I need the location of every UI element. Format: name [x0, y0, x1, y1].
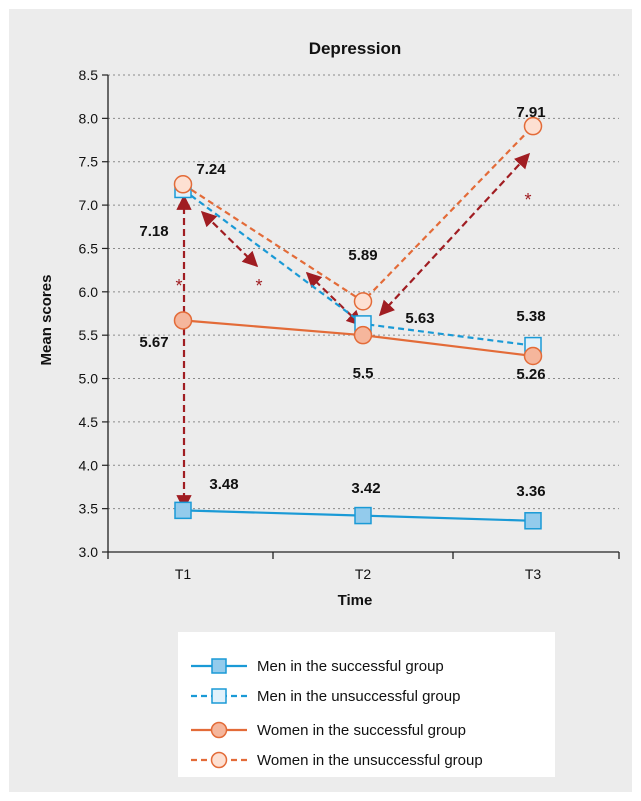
x-axis-label: Time [338, 592, 373, 609]
y-tick-label: 3.0 [79, 544, 99, 560]
legend-box [178, 632, 555, 777]
legend-marker-circle-icon [210, 721, 228, 739]
data-label: 5.63 [405, 310, 434, 327]
significance-arrow [305, 271, 363, 327]
data-point [523, 116, 543, 136]
significance-arrow [378, 152, 531, 317]
y-tick-label: 6.0 [79, 284, 99, 300]
data-label: 3.48 [209, 476, 238, 493]
legend-label: Men in the unsuccessful group [257, 688, 460, 705]
legend-item-4: Women in the unsuccessful group [191, 751, 483, 769]
legend-marker-square-icon [211, 658, 227, 674]
series-1 [174, 501, 542, 530]
legend-item-1: Men in the successful group [191, 658, 444, 675]
data-label: 3.36 [516, 483, 545, 500]
data-point [354, 506, 372, 525]
y-axis-label: Mean scores [38, 275, 55, 366]
y-tick-label: 5.5 [79, 327, 99, 343]
x-tick-labels: T1 T2 T3 [175, 566, 542, 582]
data-point [523, 346, 543, 366]
y-tick-label: 8.5 [79, 67, 99, 83]
data-label: 5.67 [139, 334, 168, 351]
legend-item-2: Men in the unsuccessful group [191, 688, 460, 705]
data-label: 5.5 [353, 365, 374, 382]
axes [102, 74, 620, 559]
data-point [174, 501, 192, 520]
data-point [173, 311, 193, 330]
data-label: 7.91 [516, 104, 545, 121]
significance-star: * [524, 190, 531, 210]
data-point [524, 512, 542, 530]
y-tick-label: 8.0 [79, 110, 99, 126]
x-tick-label: T3 [525, 566, 542, 582]
significance-arrows [176, 152, 531, 511]
series-group [173, 116, 543, 530]
legend-item-3: Women in the successful group [191, 721, 466, 739]
legend-label: Women in the unsuccessful group [257, 752, 483, 769]
data-label: 3.42 [351, 480, 380, 497]
significance-markers: * * * [175, 190, 531, 296]
data-label: 7.18 [139, 223, 168, 240]
series-line [182, 125, 534, 303]
chart-frame: Depression 3.0 3.5 4.0 4.5 5.0 5.5 6.0 6.5 7.0 7.… [9, 9, 632, 792]
data-label: 7.24 [196, 161, 226, 178]
x-tick-label: T1 [175, 566, 192, 582]
data-labels: 3.48 3.42 3.36 7.18 5.63 5.38 5.67 5.5 5.26 7.24 5… [139, 104, 545, 500]
series-4 [173, 116, 543, 311]
data-label: 5.38 [516, 308, 545, 325]
data-label: 5.26 [516, 366, 545, 383]
significance-star: * [255, 276, 262, 296]
y-tick-label: 4.0 [79, 457, 99, 473]
significance-star: * [175, 276, 182, 296]
series-3 [173, 311, 543, 366]
y-tick-label: 3.5 [79, 501, 99, 517]
legend-marker-circle-icon [210, 751, 228, 769]
significance-arrow [200, 210, 259, 268]
y-tick-label: 7.0 [79, 197, 99, 213]
chart-title: Depression [309, 39, 402, 58]
data-label: 5.89 [348, 247, 377, 264]
data-point [353, 292, 373, 311]
x-tick-label: T2 [355, 566, 372, 582]
data-point [353, 325, 373, 345]
y-tick-labels: 3.0 3.5 4.0 4.5 5.0 5.5 6.0 6.5 7.0 7.5 8.0 8.5 [79, 67, 99, 560]
line-chart: Depression 3.0 3.5 4.0 4.5 5.0 5.5 6.0 6.5 7.0 7.… [38, 39, 620, 777]
y-tick-label: 6.5 [79, 240, 99, 256]
data-point [173, 175, 193, 194]
legend: Men in the successful group Men in the un… [178, 632, 555, 777]
y-tick-label: 4.5 [79, 414, 99, 430]
y-tick-label: 7.5 [79, 154, 99, 170]
legend-marker-square-icon [211, 688, 227, 704]
legend-label: Men in the successful group [257, 658, 444, 675]
legend-label: Women in the successful group [257, 722, 466, 739]
y-tick-label: 5.0 [79, 371, 99, 387]
